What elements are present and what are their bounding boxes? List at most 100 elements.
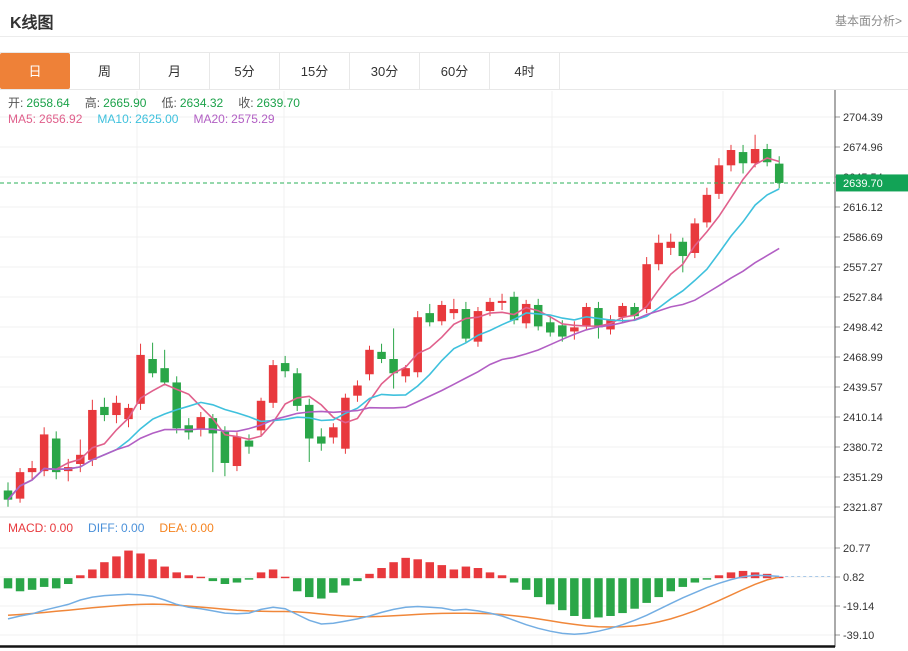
candle-down: [389, 358, 398, 374]
macd-hist-bar: [558, 578, 567, 611]
period-tab-4[interactable]: 15分: [280, 53, 350, 89]
price-axis-label: 2468.99: [843, 352, 883, 364]
period-tab-6[interactable]: 60分: [420, 53, 490, 89]
ma-item-0: MA5: 2656.92: [8, 112, 83, 126]
fundamental-analysis-link[interactable]: 基本面分析>: [834, 14, 902, 28]
candle-up: [196, 417, 206, 430]
candle-up: [329, 427, 338, 438]
macd-hist-bar: [401, 557, 410, 579]
macd-hist-bar: [353, 578, 362, 582]
candle-up: [27, 468, 37, 473]
macd-hist-bar: [582, 578, 591, 619]
candle-down: [630, 307, 639, 317]
price-axis-label: 2616.12: [843, 202, 883, 214]
candle-up: [485, 301, 495, 312]
candle-up: [618, 305, 627, 318]
candle-up: [690, 223, 700, 253]
macd-hist-bar: [232, 578, 242, 583]
price-axis-label: 2704.39: [843, 112, 883, 124]
candle-down: [558, 325, 567, 337]
candle-down: [738, 152, 748, 164]
macd-hist-bar: [377, 568, 386, 579]
macd-hist-bar: [317, 578, 326, 599]
macd-hist-bar: [365, 573, 374, 579]
macd-hist-bar: [618, 578, 627, 614]
candle-down: [244, 440, 254, 447]
price-axis-label: 2380.72: [843, 442, 883, 454]
price-axis-label: 2351.29: [843, 472, 883, 484]
macd-hist-bar: [136, 553, 145, 579]
period-tab-2[interactable]: 月: [140, 53, 210, 89]
period-tab-0[interactable]: 日: [0, 53, 70, 89]
candle-up: [666, 241, 675, 248]
ohlc-item-3: 收: 2639.70: [238, 96, 300, 110]
macd-hist-bar: [292, 578, 302, 592]
candle-down: [533, 304, 543, 327]
macd-hist-bar: [220, 578, 230, 585]
macd-hist-bar: [666, 578, 675, 592]
macd-hist-bar: [256, 572, 266, 579]
macd-hist-bar: [521, 578, 531, 590]
candle-down: [317, 436, 326, 444]
price-axis-label: 2527.84: [843, 292, 883, 304]
candle-up: [702, 194, 712, 223]
candle-down: [461, 309, 471, 339]
period-tab-1[interactable]: 周: [70, 53, 140, 89]
macd-hist-bar: [654, 578, 663, 598]
candle-up: [256, 400, 266, 431]
period-tab-3[interactable]: 5分: [210, 53, 280, 89]
page-header: K线图 基本面分析>: [0, 0, 908, 37]
macd-hist-bar: [389, 562, 398, 579]
macd-hist-bar: [112, 556, 121, 579]
period-tab-7[interactable]: 4时: [490, 53, 560, 89]
ma-readout: MA5: 2656.92 MA10: 2625.00 MA20: 2575.29: [8, 112, 290, 126]
macd-hist-bar: [341, 578, 350, 586]
macd-axis-label: -39.10: [843, 630, 874, 642]
ohlc-readout: 开: 2658.64 高: 2665.90 低: 2634.32 收: 2639.70: [8, 94, 315, 111]
macd-hist-bar: [64, 578, 73, 585]
candle-down: [3, 490, 13, 500]
candle-up: [232, 436, 242, 467]
macd-hist-bar: [148, 559, 157, 579]
macd-hist-bar: [594, 578, 603, 618]
candle-down: [208, 418, 218, 434]
candle-down: [762, 148, 772, 163]
macd-hist-bar: [413, 559, 422, 579]
candle-down: [678, 241, 688, 257]
macd-axis-label: 0.82: [843, 572, 864, 584]
candle-up: [413, 317, 422, 373]
macd-hist-bar: [208, 578, 218, 582]
period-tabbar: 日周月 5分 15分 30分 60分 4时: [0, 52, 908, 90]
candle-down: [305, 404, 314, 439]
candle-down: [100, 406, 109, 416]
candle-up: [401, 368, 410, 377]
macd-hist-bar: [51, 578, 61, 589]
macd-readout: MACD: 0.00 DIFF: 0.00 DEA: 0.00: [8, 521, 229, 535]
period-tab-5[interactable]: 30分: [350, 53, 420, 89]
candle-up: [449, 309, 459, 314]
ohlc-item-2: 低: 2634.32: [161, 96, 224, 110]
macd-item-0: MACD: 0.00: [8, 521, 74, 535]
candle-down: [160, 368, 169, 383]
macd-hist-bar: [449, 569, 459, 579]
candle-up: [437, 304, 447, 322]
macd-hist-bar: [606, 578, 615, 616]
candle-down: [280, 363, 290, 372]
macd-hist-bar: [27, 578, 37, 590]
macd-hist-bar: [437, 565, 447, 579]
candle-up: [124, 407, 133, 420]
candle-up: [570, 327, 579, 332]
price-axis-label: 2674.96: [843, 142, 883, 154]
ma-item-1: MA10: 2625.00: [97, 112, 179, 126]
candle-up: [136, 354, 145, 404]
macd-hist-bar: [461, 566, 471, 579]
candle-up: [473, 311, 483, 342]
macd-hist-bar: [280, 576, 290, 579]
candle-up: [39, 434, 49, 472]
candle-down: [292, 373, 302, 406]
candle-up: [750, 148, 760, 164]
candle-down: [425, 313, 434, 323]
candle-up: [497, 300, 507, 303]
